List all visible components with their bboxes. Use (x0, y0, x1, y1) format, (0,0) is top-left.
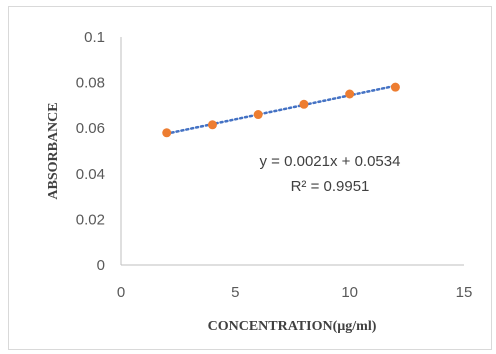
data-point (390, 82, 400, 92)
y-tick-label: 0.08 (76, 75, 105, 92)
data-point (207, 120, 217, 130)
y-tick-label: 0.06 (76, 120, 105, 137)
trendline (165, 84, 397, 135)
y-tick-label: 0.04 (76, 166, 105, 183)
y-tick-label: 0 (97, 257, 105, 274)
x-tick-label: 15 (456, 284, 473, 301)
data-point (345, 89, 355, 99)
chart-frame (8, 6, 492, 350)
data-point (299, 99, 309, 109)
y-tick-label: 0.02 (76, 211, 105, 228)
r-squared-label: R² = 0.9951 (291, 178, 370, 195)
y-tick-label: 0.1 (84, 29, 105, 46)
x-tick-label: 0 (117, 284, 125, 301)
x-tick-label: 5 (231, 284, 239, 301)
x-axis-title: CONCENTRATION(µg/ml) (208, 319, 377, 334)
y-axis-title: ABSORBANCE (46, 102, 61, 199)
x-tick-label: 10 (341, 284, 358, 301)
trendline-equation: y = 0.0021x + 0.0534 (260, 153, 401, 170)
data-point (253, 110, 263, 120)
data-point (162, 128, 172, 138)
